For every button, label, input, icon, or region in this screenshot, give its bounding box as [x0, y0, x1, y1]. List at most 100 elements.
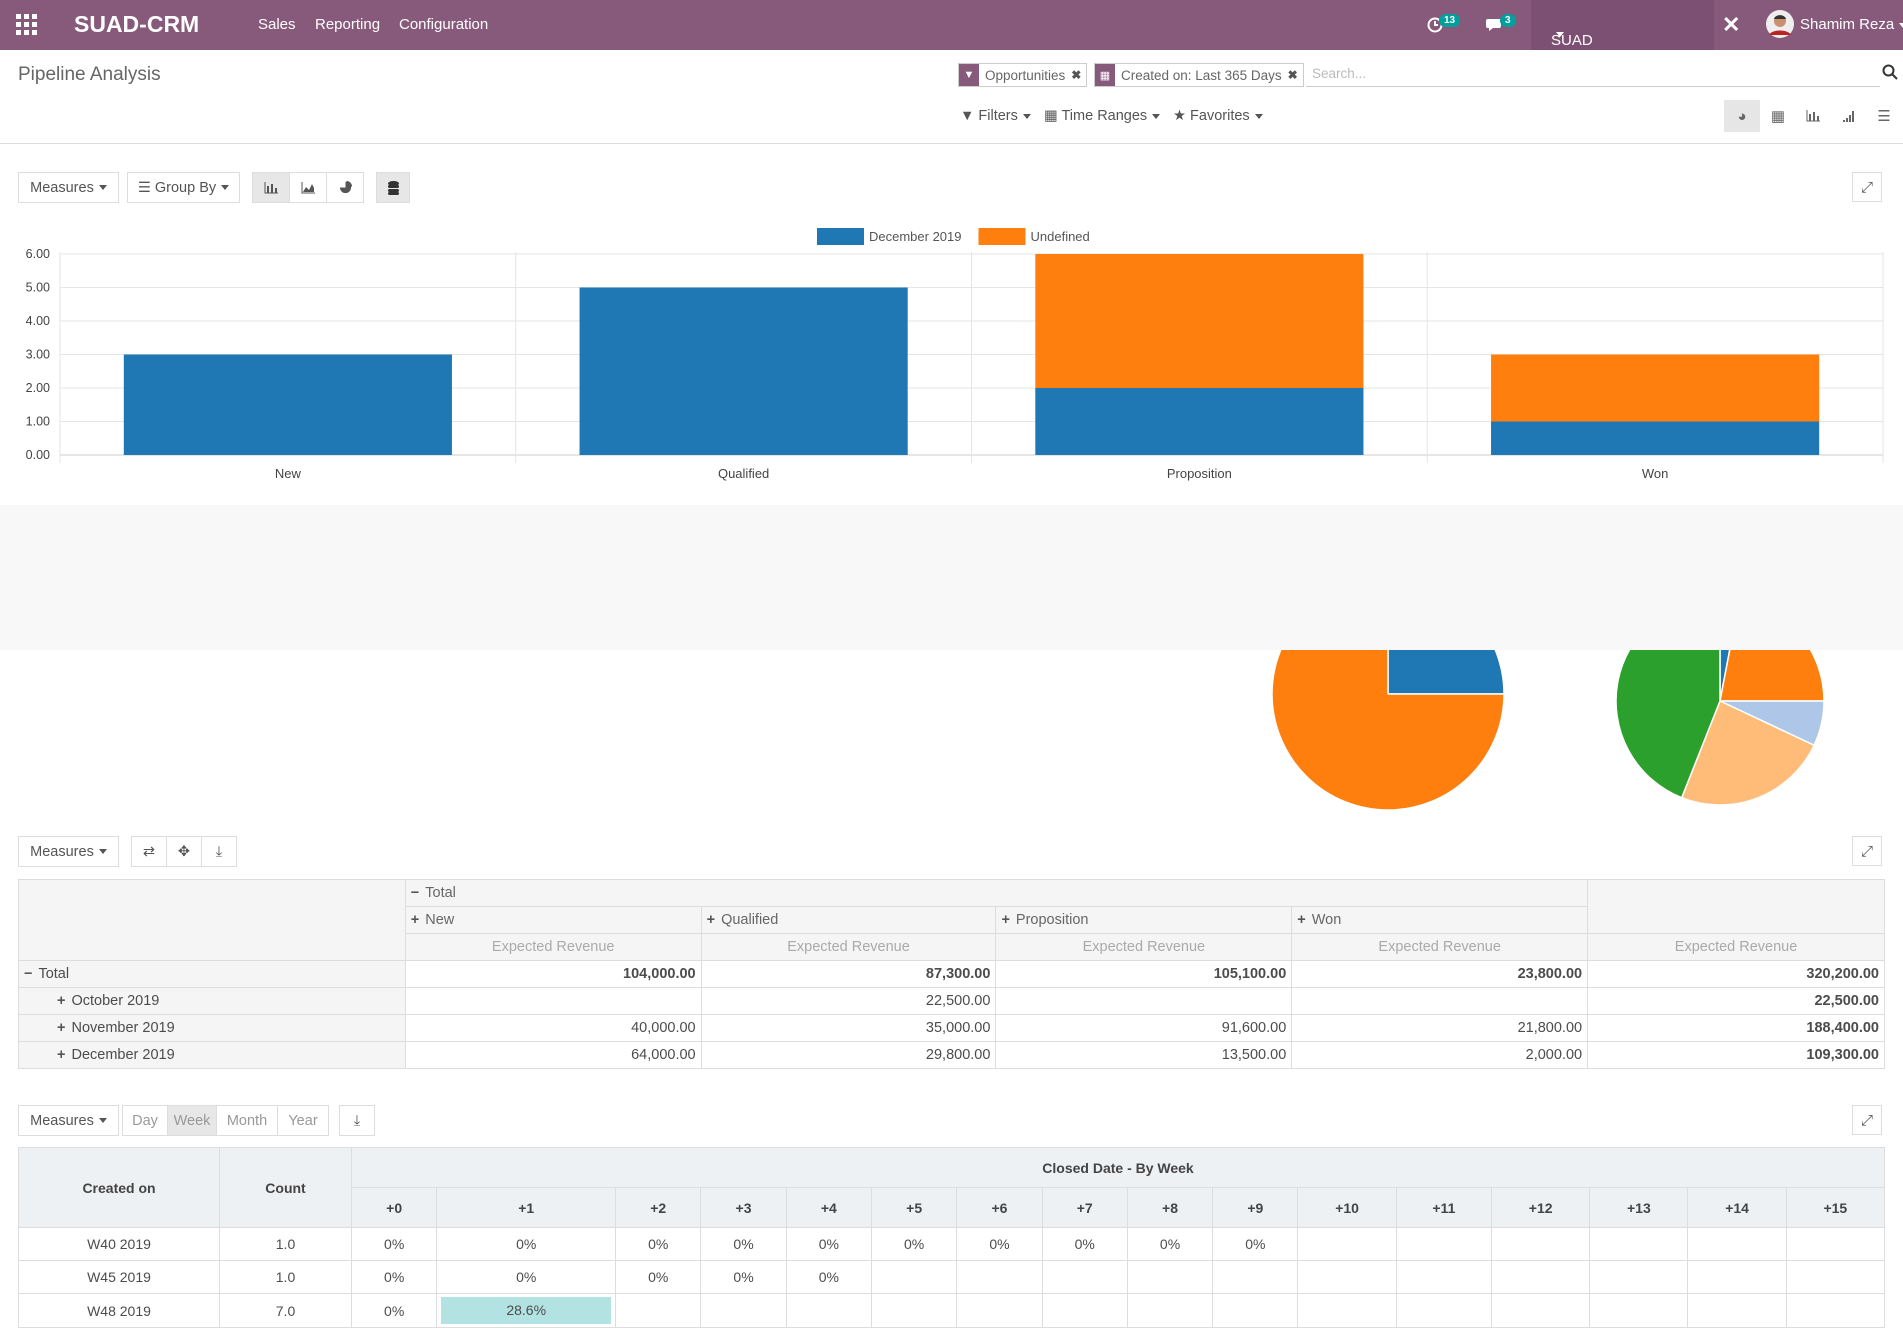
pivot-row-header[interactable]: − Total	[18, 960, 406, 988]
cohort-measures-button[interactable]: Measures	[18, 1105, 119, 1136]
cohort-cell[interactable]: 0%	[350, 1227, 438, 1261]
cohort-cell[interactable]: 0%	[785, 1227, 872, 1261]
company-switcher[interactable]: SUAD GARMENTS LTD.	[1531, 0, 1714, 83]
cohort-cell[interactable]: 0%	[350, 1293, 438, 1328]
count-header: Count	[219, 1147, 352, 1228]
pivot-col-qualified[interactable]: + Qualified	[700, 906, 997, 934]
search-input[interactable]: Search...	[1312, 66, 1367, 81]
search-icon[interactable]	[1882, 64, 1898, 80]
facet-created-on[interactable]: ▦ Created on: Last 365 Days ✖	[1094, 63, 1304, 87]
pivot-cell[interactable]	[1291, 987, 1589, 1015]
cohort-cell[interactable]: 0%	[956, 1227, 1043, 1261]
pivot-cell[interactable]: 104,000.00	[404, 960, 702, 988]
x-tick-label: Proposition	[1167, 466, 1232, 481]
cohort-cell[interactable]: 0%	[350, 1260, 438, 1294]
measure-header[interactable]: Expected Revenue	[1587, 933, 1885, 961]
interval-month-button[interactable]: Month	[216, 1105, 278, 1136]
pivot-cell[interactable]: 105,100.00	[995, 960, 1293, 988]
expand-all-button[interactable]: ✥	[166, 836, 202, 867]
pivot-row-header[interactable]: + December 2019	[18, 1041, 406, 1069]
cohort-cell[interactable]: 0%	[615, 1260, 702, 1294]
pivot-cell[interactable]: 29,800.00	[700, 1041, 997, 1069]
debug-close-button[interactable]: ✕	[1722, 0, 1742, 50]
pivot-row-header[interactable]: + October 2019	[18, 987, 406, 1015]
pivot-cell[interactable]: 109,300.00	[1587, 1041, 1885, 1069]
pivot-cell[interactable]: 13,500.00	[995, 1041, 1293, 1069]
graph-measures-button[interactable]: Measures	[18, 172, 119, 203]
favorites-dropdown[interactable]: ★ Favorites	[1173, 108, 1263, 124]
filters-label: Filters	[978, 108, 1018, 124]
messages-button[interactable]: 3	[1484, 0, 1520, 50]
flip-axis-button[interactable]: ⇄	[131, 836, 167, 867]
cohort-cell[interactable]: 0%	[870, 1227, 958, 1261]
expand-pivot-button[interactable]: ⤢	[1852, 836, 1882, 866]
pivot-cell[interactable]: 2,000.00	[1291, 1041, 1589, 1069]
menu-reporting[interactable]: Reporting	[315, 16, 381, 33]
caret-down-icon	[1152, 113, 1161, 119]
bar-chart-button[interactable]	[252, 172, 290, 203]
pivot-cell[interactable]: 188,400.00	[1587, 1014, 1885, 1042]
pivot-cell[interactable]: 23,800.00	[1291, 960, 1589, 988]
pivot-cell[interactable]: 87,300.00	[700, 960, 997, 988]
cohort-cell[interactable]: 0%	[615, 1227, 702, 1261]
user-menu[interactable]: Shamim Reza	[1766, 0, 1903, 50]
pivot-col-proposition[interactable]: + Proposition	[995, 906, 1293, 934]
col-label: New	[425, 912, 455, 928]
view-graph[interactable]	[1795, 100, 1831, 132]
cohort-cell[interactable]: 0%	[1126, 1227, 1214, 1261]
pivot-cell[interactable]: 64,000.00	[404, 1041, 702, 1069]
pivot-col-total-header[interactable]: − Total	[404, 879, 1589, 907]
time-ranges-dropdown[interactable]: ▦ Time Ranges	[1044, 108, 1161, 124]
download-pivot-button[interactable]: ⤓	[201, 836, 237, 867]
view-pivot[interactable]: ▦	[1760, 100, 1796, 132]
menu-configuration[interactable]: Configuration	[399, 16, 489, 33]
pivot-cell[interactable]: 22,500.00	[1587, 987, 1885, 1015]
interval-week-button[interactable]: Week	[167, 1105, 217, 1136]
pivot-cell[interactable]: 320,200.00	[1587, 960, 1885, 988]
menu-sales[interactable]: Sales	[258, 16, 296, 33]
filters-dropdown[interactable]: ▼ Filters	[960, 108, 1031, 124]
pie-chart-button[interactable]	[326, 172, 364, 203]
expand-graph-button[interactable]: ⤢	[1852, 172, 1882, 202]
pivot-cell[interactable]: 91,600.00	[995, 1014, 1293, 1042]
view-list[interactable]: ☰	[1866, 100, 1902, 132]
group-by-button[interactable]: ☰ Group By	[127, 172, 240, 203]
cohort-cell[interactable]: 0%	[436, 1227, 617, 1261]
pivot-cell[interactable]	[995, 987, 1293, 1015]
pivot-measures-button[interactable]: Measures	[18, 836, 119, 867]
pivot-cell[interactable]: 22,500.00	[700, 987, 997, 1015]
stacked-toggle-button[interactable]	[376, 172, 410, 203]
view-dashboard[interactable]: ◕	[1724, 100, 1760, 132]
pivot-cell[interactable]	[404, 987, 702, 1015]
expand-cohort-button[interactable]: ⤢	[1852, 1105, 1882, 1135]
pivot-cell[interactable]: 40,000.00	[404, 1014, 702, 1042]
pivot-row-header[interactable]: + November 2019	[18, 1014, 406, 1042]
measure-header[interactable]: Expected Revenue	[404, 933, 702, 961]
facet-remove-icon[interactable]: ✖	[1287, 68, 1298, 82]
app-brand[interactable]: SUAD-CRM	[74, 11, 200, 37]
interval-day-button[interactable]: Day	[122, 1105, 168, 1136]
cohort-cell[interactable]: 0%	[1212, 1227, 1299, 1261]
cohort-cell[interactable]: 0%	[700, 1260, 787, 1294]
cohort-cell[interactable]: 28.6%	[436, 1293, 617, 1328]
facet-opportunities[interactable]: ▼ Opportunities ✖	[958, 63, 1088, 87]
cohort-cell[interactable]: 0%	[436, 1260, 617, 1294]
line-chart-button[interactable]	[289, 172, 327, 203]
view-cohort[interactable]	[1831, 100, 1867, 132]
apps-menu-icon[interactable]	[16, 14, 38, 36]
facet-remove-icon[interactable]: ✖	[1071, 68, 1082, 82]
cohort-cell[interactable]: 0%	[785, 1260, 872, 1294]
pivot-cell[interactable]: 35,000.00	[700, 1014, 997, 1042]
pivot-col-won[interactable]: + Won	[1291, 906, 1589, 934]
measure-header[interactable]: Expected Revenue	[995, 933, 1293, 961]
measure-header[interactable]: Expected Revenue	[700, 933, 997, 961]
pivot-col-new[interactable]: + New	[404, 906, 702, 934]
activity-button[interactable]: 13	[1425, 0, 1465, 50]
cohort-cell[interactable]: 0%	[1041, 1227, 1128, 1261]
cohort-cell[interactable]: 0%	[700, 1227, 787, 1261]
pivot-cell[interactable]: 21,800.00	[1291, 1014, 1589, 1042]
download-cohort-button[interactable]: ⤓	[339, 1105, 375, 1136]
interval-year-button[interactable]: Year	[277, 1105, 329, 1136]
list-icon: ☰	[1877, 108, 1891, 125]
measure-header[interactable]: Expected Revenue	[1291, 933, 1589, 961]
